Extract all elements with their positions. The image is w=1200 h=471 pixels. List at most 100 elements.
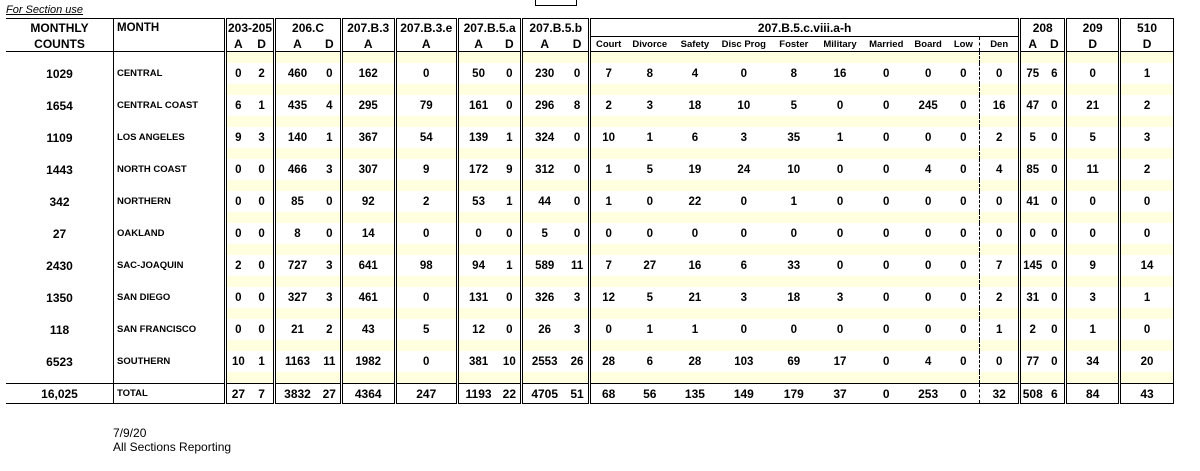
cell-low: 0 xyxy=(960,355,967,368)
subheader-203-a: A xyxy=(223,36,250,52)
cell-510-d: 0 xyxy=(1118,191,1174,212)
cell-disc-prog: 3 xyxy=(740,131,748,144)
header-monthly-line2: COUNTS xyxy=(6,36,114,52)
cell-209-d: 0 xyxy=(1064,191,1120,212)
cell-208-d: 0 xyxy=(1051,99,1058,112)
cell-209-d: 5 xyxy=(1064,127,1120,148)
cell-207b3-a: 14 xyxy=(339,223,396,244)
cell-208-d: 0 xyxy=(1051,259,1058,272)
header-203-205: 203-205 xyxy=(223,18,275,37)
cell-foster: 1 xyxy=(790,195,797,208)
monthly-count: 2430 xyxy=(46,258,73,273)
cell-foster: 0 xyxy=(790,227,797,240)
header-206c: 206.C xyxy=(273,18,342,37)
cell-203-d: 7 xyxy=(249,383,275,404)
cell-207b5a-a: 12 xyxy=(455,319,499,340)
cell-208-d: 0 xyxy=(1051,323,1058,336)
cell-206c-d: 0 xyxy=(326,227,333,240)
cell-board: 0 xyxy=(924,67,932,80)
table-row: 27 OAKLAND 0 0 8 0 14 0 0 0 5 0 0 0 0 0 0 0 0 0 0 0 0 0 0 0 xyxy=(6,223,1174,244)
cell-207b5b-d: 0 xyxy=(573,163,581,176)
cell-207b5b-d: 0 xyxy=(573,67,581,80)
cell-board: 245 xyxy=(918,99,938,112)
cell-den: 7 xyxy=(979,255,1020,276)
cell-207b3-a: 4364 xyxy=(339,383,396,404)
monthly-count: 27 xyxy=(52,226,67,241)
cell-208-a: 75 xyxy=(1018,63,1045,84)
cell-510-d: 3 xyxy=(1118,127,1174,148)
cell-203-d: 0 xyxy=(258,227,265,240)
cell-206c-a: 140 xyxy=(273,127,319,148)
cell-military: 0 xyxy=(836,163,844,176)
monthly-count: 1654 xyxy=(46,98,73,113)
total-row: 16,025 TOTAL 27 7 3832 27 4364 247 1193 22 4705 51 6… xyxy=(6,383,1174,404)
header-207b5a: 207.B.5.a xyxy=(455,18,522,37)
monthly-count: 6523 xyxy=(46,354,73,369)
cell-divorce: 3 xyxy=(646,99,653,112)
cell-disc-prog: 10 xyxy=(737,99,751,112)
cell-207b5b-d: 0 xyxy=(573,195,581,208)
cell-207b5b-a: 296 xyxy=(520,95,566,116)
cell-safety: 135 xyxy=(673,383,717,404)
cell-510-d: 2 xyxy=(1118,159,1174,180)
cell-court: 28 xyxy=(588,351,627,372)
table-row: 1443 NORTH COAST 0 0 466 3 307 9 172 9 312 0 1 5 19 24 1… xyxy=(6,159,1174,180)
cell-den: 0 xyxy=(979,351,1020,372)
cell-den: 0 xyxy=(979,191,1020,212)
region-name: NORTHERN xyxy=(112,191,226,212)
cell-206c-d: 3 xyxy=(326,163,333,176)
cell-207b3e-a: 79 xyxy=(393,95,458,116)
cell-207b5b-a: 326 xyxy=(520,287,566,308)
region-name: CENTRAL COAST xyxy=(112,95,226,116)
cell-den: 32 xyxy=(979,383,1020,404)
cell-divorce: 1 xyxy=(646,131,653,144)
cell-207b3-a: 367 xyxy=(339,127,396,148)
cell-207b5b-d: 26 xyxy=(570,355,584,368)
cell-207b3e-a: 98 xyxy=(393,255,458,276)
cell-court: 2 xyxy=(588,95,627,116)
cell-206c-a: 21 xyxy=(273,319,319,340)
table-row: 1109 LOS ANGELES 9 3 140 1 367 54 139 1 324 0 10 1 6 3 3… xyxy=(6,127,1174,148)
cell-divorce: 1 xyxy=(646,323,653,336)
cell-203-a: 0 xyxy=(223,159,250,180)
monthly-count: 1443 xyxy=(46,162,73,177)
cell-court: 0 xyxy=(588,319,627,340)
cell-206c-d: 3 xyxy=(326,259,333,272)
cell-den: 0 xyxy=(979,63,1020,84)
table-row: 1654 CENTRAL COAST 6 1 435 4 295 79 161 0 296 8 2 3 18… xyxy=(6,95,1174,116)
table-row: 1029 CENTRAL 0 2 460 0 162 0 50 0 230 0 7 8 4 0 8 16 0 0 0 0 7… xyxy=(6,63,1174,84)
cell-safety: 22 xyxy=(688,195,702,208)
cell-203-a: 9 xyxy=(223,127,250,148)
cell-207b3e-a: 0 xyxy=(393,287,458,308)
subheader-foster: Foster xyxy=(771,36,817,52)
cell-206c-a: 435 xyxy=(273,95,319,116)
cell-208-d: 0 xyxy=(1051,291,1058,304)
cell-206c-a: 3832 xyxy=(273,383,319,404)
region-name: SOUTHERN xyxy=(112,351,226,372)
cell-207b5a-a: 0 xyxy=(455,223,499,244)
cell-209-d: 0 xyxy=(1064,63,1120,84)
cell-208-d: 0 xyxy=(1051,355,1058,368)
cell-safety: 16 xyxy=(688,259,702,272)
cell-board: 4 xyxy=(924,355,932,368)
cell-510-d: 43 xyxy=(1118,383,1174,404)
subheader-board: Board xyxy=(908,36,948,52)
cell-510-d: 0 xyxy=(1118,223,1174,244)
cell-divorce: 5 xyxy=(646,291,653,304)
cell-207b3-a: 162 xyxy=(339,63,396,84)
cell-207b3e-a: 54 xyxy=(393,127,458,148)
cell-board: 0 xyxy=(924,195,932,208)
cell-safety: 0 xyxy=(691,227,699,240)
monthly-count: 1109 xyxy=(46,130,73,145)
cell-206c-a: 466 xyxy=(273,159,319,180)
region-name: LOS ANGELES xyxy=(112,127,226,148)
cell-209-d: 3 xyxy=(1064,287,1120,308)
cell-207b3-a: 1982 xyxy=(339,351,396,372)
cell-207b5b-d: 11 xyxy=(570,259,584,272)
subheader-510-d: D xyxy=(1118,36,1174,52)
cell-board: 0 xyxy=(924,227,932,240)
subheader-207b5a-a: A xyxy=(455,36,499,52)
cell-married: 0 xyxy=(883,195,890,208)
cell-board: 0 xyxy=(924,323,932,336)
cell-207b5a-a: 94 xyxy=(455,255,499,276)
